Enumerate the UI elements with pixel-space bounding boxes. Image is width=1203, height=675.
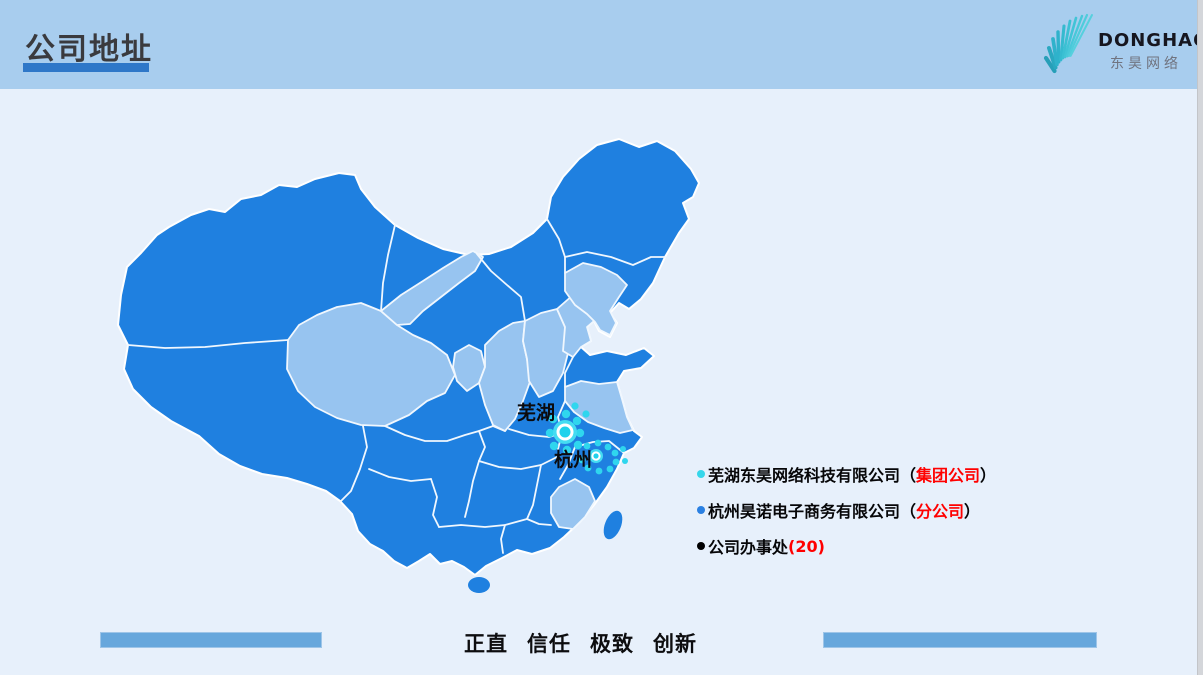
legend-note: 分公司 — [916, 502, 965, 521]
legend-item-offices: 公司办事处 (20) — [697, 535, 996, 557]
marker-cluster-hangzhou — [578, 439, 628, 475]
logo-text: DONGHAO 东昊网络 — [1098, 30, 1203, 73]
legend-note: (20) — [788, 536, 825, 556]
logo-brand: DONGHAO — [1098, 30, 1203, 51]
legend-note: 集团公司 — [916, 466, 981, 485]
province-shaanxi — [478, 320, 532, 432]
legend-paren-open: （ — [900, 466, 917, 485]
legend-bullet-black — [697, 542, 705, 550]
legend-paren-open: （ — [900, 502, 917, 521]
city-label-wuhu: 芜湖 — [517, 401, 555, 424]
value-word: 信任 — [527, 632, 571, 656]
title-underline — [23, 63, 149, 72]
footer-bar-right — [823, 632, 1097, 648]
logo-brand-cn: 东昊网络 — [1110, 56, 1182, 72]
china-map: 芜湖 杭州 — [117, 138, 700, 593]
slide-right-edge — [1197, 0, 1203, 675]
province-jiangsu — [564, 380, 634, 434]
legend-paren-close: ） — [964, 502, 981, 521]
feather-logo-icon — [1043, 13, 1093, 74]
page-title: 公司地址 — [25, 32, 153, 67]
province-light-group — [286, 250, 634, 530]
legend-label: 芜湖东昊网络科技有限公司 — [708, 466, 901, 485]
province-fujian — [550, 478, 596, 530]
island-taiwan — [603, 510, 623, 540]
province-shanxi — [522, 308, 570, 398]
province-gansu — [380, 250, 484, 326]
company-values: 正直 信任 极致 创新 — [464, 628, 697, 658]
city-label-hangzhou: 杭州 — [554, 448, 592, 471]
legend-label: 公司办事处 — [708, 538, 789, 557]
value-word: 正直 — [464, 632, 508, 656]
footer-bar-left — [100, 632, 322, 648]
legend: 芜湖东昊网络科技有限公司 （ 集团公司 ） 杭州昊诺电子商务有限公司 （ 分公司… — [697, 463, 996, 571]
legend-paren-close: ） — [980, 466, 997, 485]
value-word: 极致 — [590, 632, 634, 656]
logo: DONGHAO 东昊网络 — [1040, 6, 1203, 86]
province-liaoning — [564, 262, 628, 336]
legend-item-branch-company: 杭州昊诺电子商务有限公司 （ 分公司 ） — [697, 499, 996, 521]
legend-bullet-blue — [697, 506, 705, 514]
legend-item-group-company: 芜湖东昊网络科技有限公司 （ 集团公司 ） — [697, 463, 996, 485]
legend-bullet-cyan — [697, 470, 705, 478]
header-band: 公司地址 — [0, 0, 1197, 89]
legend-label: 杭州昊诺电子商务有限公司 — [708, 502, 901, 521]
marker-cluster-wuhu — [545, 402, 590, 455]
province-borders — [127, 218, 666, 554]
island-hainan — [468, 577, 490, 593]
value-word: 创新 — [653, 632, 697, 656]
